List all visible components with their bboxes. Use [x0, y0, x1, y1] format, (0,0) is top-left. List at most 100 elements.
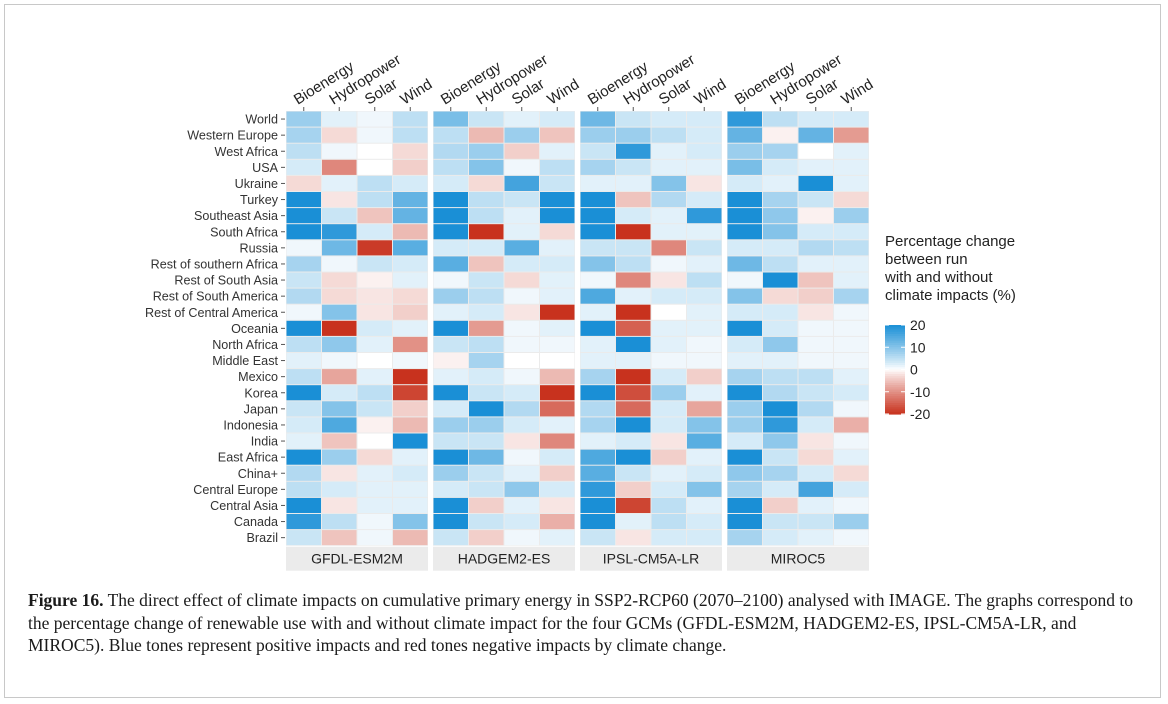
heatmap-cell	[687, 208, 722, 224]
column-label: Wind	[838, 76, 876, 109]
heatmap-cell	[616, 497, 651, 513]
heatmap-cell	[763, 127, 798, 143]
heatmap-cell	[763, 192, 798, 208]
legend-color-step	[885, 347, 905, 351]
heatmap-cell	[727, 336, 762, 352]
heatmap-cell	[393, 465, 428, 481]
heatmap-cell	[286, 192, 321, 208]
legend-color-step	[885, 373, 905, 377]
heatmap-cell	[651, 497, 686, 513]
legend-color-step	[885, 387, 905, 391]
heatmap-cell	[322, 304, 357, 320]
heatmap-cell	[433, 369, 468, 385]
heatmap-cell	[393, 514, 428, 530]
heatmap-cell	[469, 288, 504, 304]
heatmap-cell	[651, 465, 686, 481]
heatmap-cell	[834, 240, 869, 256]
heatmap-cell	[763, 143, 798, 159]
legend-title: between run	[885, 251, 968, 268]
heatmap-cell	[580, 159, 615, 175]
heatmap-cell	[580, 240, 615, 256]
heatmap-cell	[469, 256, 504, 272]
heatmap-cell	[798, 320, 833, 336]
heatmap-cell	[393, 175, 428, 191]
heatmap-cell	[357, 530, 392, 546]
heatmap-cell	[687, 369, 722, 385]
heatmap-cell	[798, 449, 833, 465]
legend-color-step	[885, 345, 905, 348]
heatmap-cell	[834, 417, 869, 433]
heatmap-cell	[727, 401, 762, 417]
heatmap-cell	[798, 481, 833, 497]
heatmap-cell	[469, 224, 504, 240]
heatmap-cell	[798, 143, 833, 159]
legend-color-step	[885, 329, 905, 333]
heatmap-cell	[393, 401, 428, 417]
heatmap-cell	[540, 481, 575, 497]
row-label: Ukraine	[235, 177, 278, 191]
heatmap-cell	[834, 497, 869, 513]
heatmap-cell	[433, 401, 468, 417]
heatmap-cell	[580, 127, 615, 143]
heatmap-cell	[286, 369, 321, 385]
heatmap-cell	[469, 240, 504, 256]
heatmap-cell	[687, 481, 722, 497]
row-label: East Africa	[218, 451, 278, 465]
row-label: Mexico	[238, 370, 278, 384]
heatmap-cell	[651, 449, 686, 465]
heatmap-cell	[504, 336, 539, 352]
heatmap-cell	[727, 497, 762, 513]
heatmap-cell	[357, 256, 392, 272]
heatmap-cell	[322, 530, 357, 546]
heatmap-cell	[763, 288, 798, 304]
legend-tick-label: 10	[910, 339, 926, 355]
heatmap-cell	[504, 353, 539, 369]
heatmap-cell	[616, 417, 651, 433]
heatmap-cell	[763, 401, 798, 417]
heatmap-cell	[798, 272, 833, 288]
heatmap-cell	[540, 256, 575, 272]
heatmap-cell	[580, 385, 615, 401]
heatmap-cell	[616, 256, 651, 272]
heatmap-cell	[393, 272, 428, 288]
heatmap-cell	[616, 353, 651, 369]
heatmap-cell	[393, 304, 428, 320]
legend-color-step	[885, 365, 905, 368]
heatmap-cell	[798, 208, 833, 224]
heatmap-cell	[651, 417, 686, 433]
heatmap-cell	[322, 385, 357, 401]
heatmap-cell	[393, 143, 428, 159]
legend-color-step	[885, 393, 905, 397]
heatmap-cell	[580, 224, 615, 240]
heatmap-cell	[616, 240, 651, 256]
heatmap-cell	[286, 449, 321, 465]
heatmap-cell	[540, 224, 575, 240]
heatmap-cell	[834, 481, 869, 497]
heatmap-cell	[687, 449, 722, 465]
heatmap-cell	[540, 143, 575, 159]
heatmap-cell	[469, 159, 504, 175]
heatmap-cell	[469, 385, 504, 401]
heatmap-cell	[504, 401, 539, 417]
heatmap-cell	[504, 192, 539, 208]
heatmap-cell	[727, 256, 762, 272]
heatmap-cell	[580, 143, 615, 159]
legend-tick-label: 0	[910, 362, 918, 378]
heatmap-cell	[616, 272, 651, 288]
heatmap-cell	[687, 111, 722, 127]
heatmap-cell	[763, 497, 798, 513]
heatmap-cell	[357, 401, 392, 417]
heatmap-cell	[433, 256, 468, 272]
legend-color-step	[885, 369, 905, 373]
heatmap-cell	[322, 272, 357, 288]
heatmap-cell	[504, 224, 539, 240]
legend-color-step	[885, 389, 905, 393]
heatmap-cell	[469, 465, 504, 481]
heatmap-cell	[798, 401, 833, 417]
heatmap-cell	[322, 497, 357, 513]
heatmap-cell	[469, 320, 504, 336]
heatmap-cell	[322, 336, 357, 352]
heatmap-cell	[357, 224, 392, 240]
legend-color-step	[885, 327, 905, 331]
heatmap-cell	[727, 514, 762, 530]
